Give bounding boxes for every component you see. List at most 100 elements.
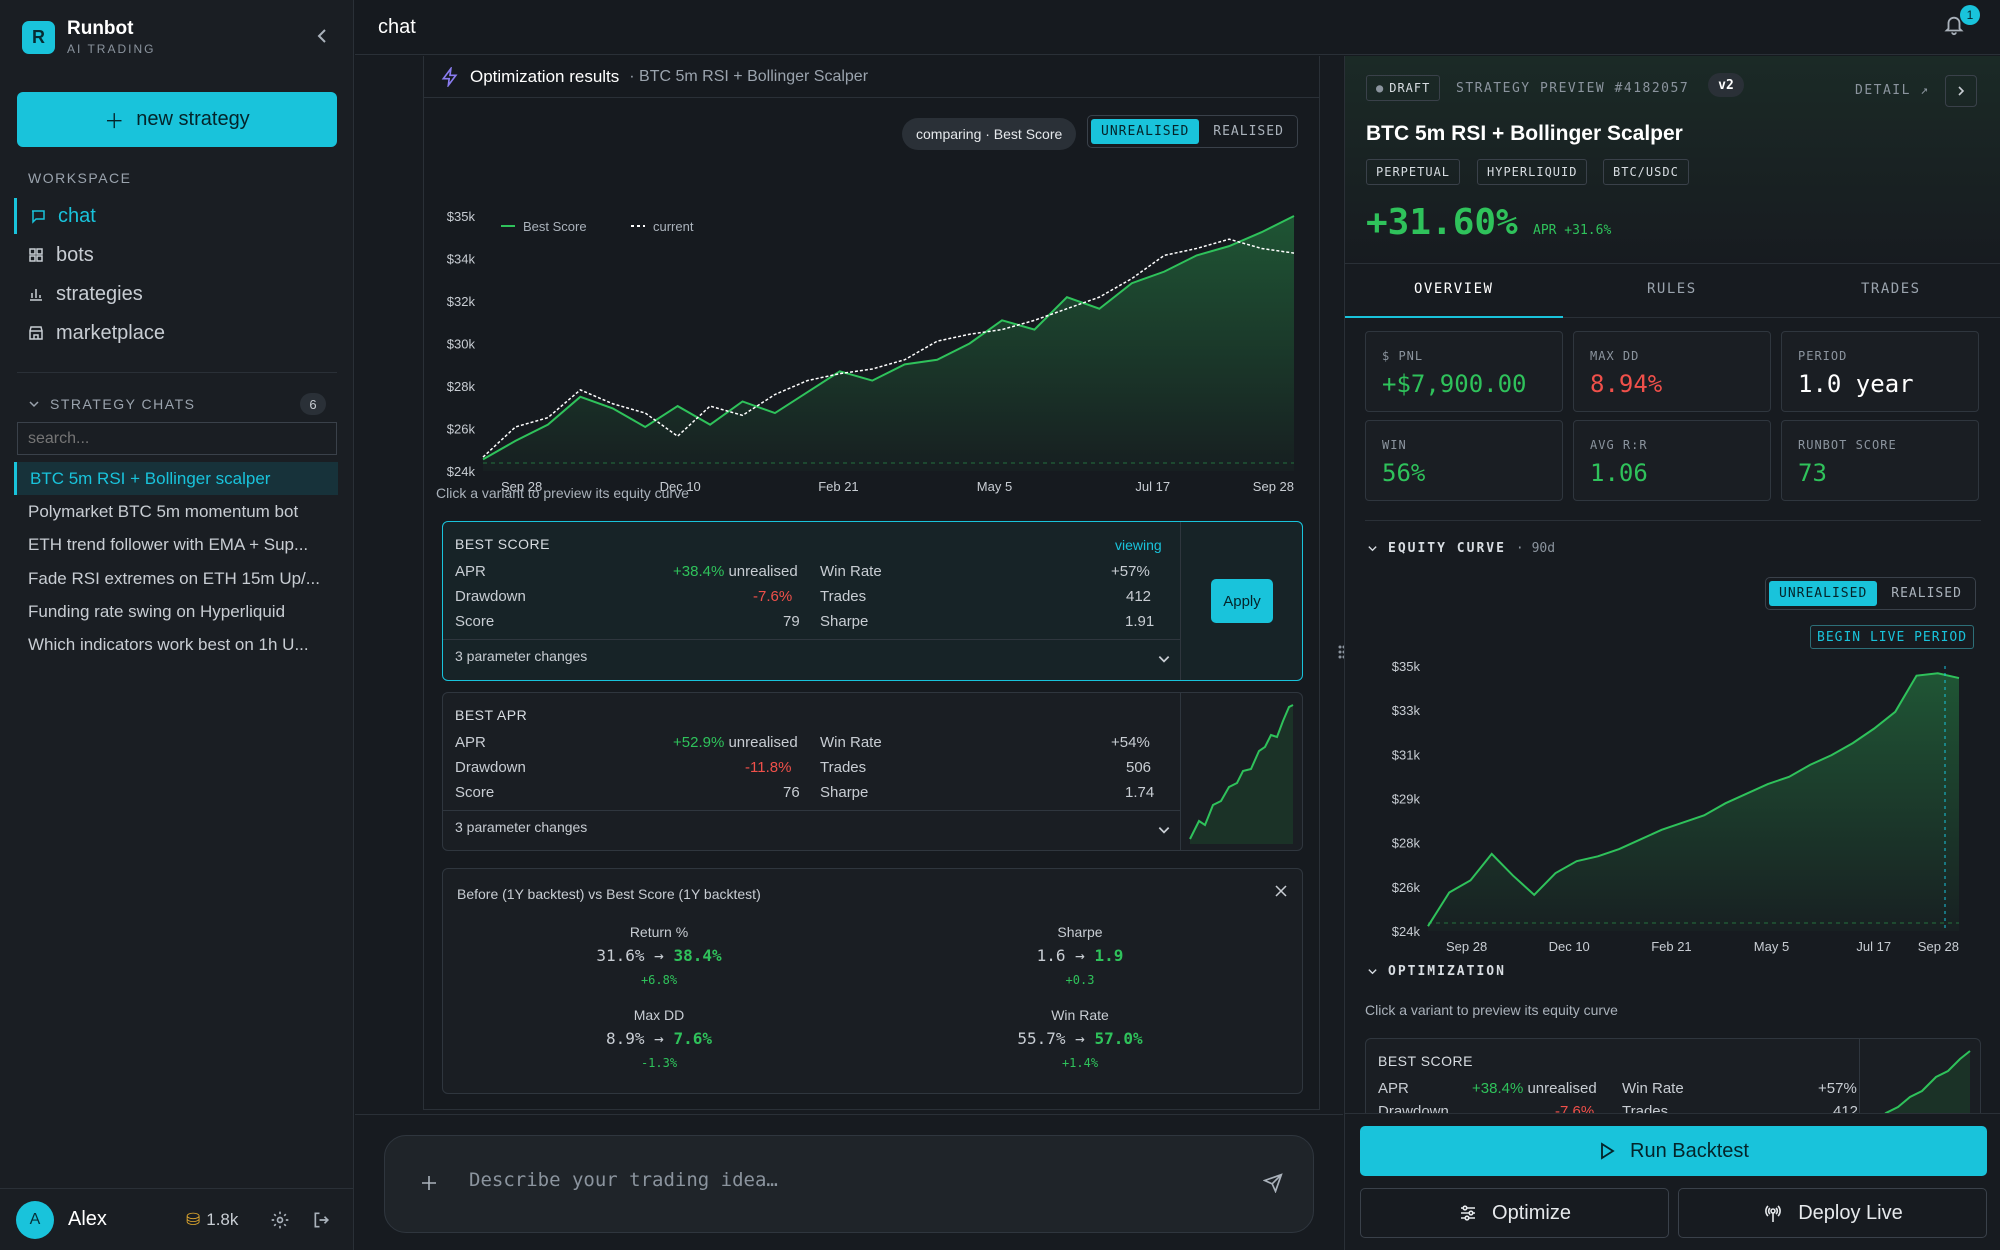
page-title: chat	[378, 16, 416, 38]
collapse-sidebar-icon[interactable]	[310, 24, 334, 48]
stat-label: PERIOD	[1798, 349, 1848, 363]
unrealised-option[interactable]: UNREALISED	[1091, 119, 1200, 144]
action-bar: Run Backtest Optimize Deploy Live	[1345, 1113, 2000, 1250]
chat-item[interactable]: Fade RSI extremes on ETH 15m Up/...	[28, 568, 320, 588]
drawdown-value: -11.8%	[745, 759, 792, 776]
drawdown-label: Drawdown	[455, 759, 526, 776]
chat-item[interactable]: BTC 5m RSI + Bollinger scalper	[14, 462, 338, 495]
avatar[interactable]: A	[16, 1200, 54, 1239]
parameter-changes[interactable]: 3 parameter changes	[455, 648, 588, 664]
stat-runbot-score: RUNBOT SCORE 73	[1781, 420, 1979, 501]
bell-icon[interactable]	[1943, 14, 1965, 36]
chat-item[interactable]: Polymarket BTC 5m momentum bot	[28, 501, 299, 521]
brand: R Runbot AI TRADING	[22, 18, 155, 56]
tab-overview[interactable]: OVERVIEW	[1414, 281, 1494, 297]
credits[interactable]: ⛁ 1.8k	[186, 1210, 238, 1230]
apr-label: APR	[455, 734, 486, 751]
chat-search-input[interactable]	[17, 422, 337, 455]
variant-card-best-score[interactable]: BEST SCORE viewing APR +38.4% unrealised…	[442, 521, 1303, 681]
logout-icon[interactable]	[312, 1210, 332, 1230]
nav-item-strategies[interactable]: strategies	[14, 276, 340, 312]
y-tick-label: $31k	[1392, 747, 1421, 762]
metric-delta: +0.3	[1065, 973, 1095, 987]
metric-delta: +1.4%	[1061, 1056, 1099, 1070]
series-line-current	[482, 238, 1295, 458]
stat-value: +$7,900.00	[1382, 370, 1527, 398]
chevron-down-icon[interactable]	[1157, 823, 1171, 837]
x-tick-label: Feb 21	[1651, 939, 1691, 954]
score-label: Score	[455, 784, 495, 801]
trades-value: 506	[1126, 759, 1152, 776]
metric-after: 57.0%	[1094, 1029, 1143, 1048]
optimize-button[interactable]: Optimize	[1360, 1188, 1669, 1238]
tab-rules[interactable]: RULES	[1647, 281, 1697, 297]
send-icon[interactable]	[1263, 1173, 1283, 1193]
chat-item[interactable]: Which indicators work best on 1h U...	[28, 634, 309, 654]
variant-title: BEST SCORE	[1378, 1053, 1473, 1069]
metric-sharpe: Sharpe 1.6 → 1.9 +0.3	[930, 924, 1230, 987]
preview-equity-chart: $24k $26k $28k $29k $31k $33k $35k Sep 28 Dec 10…	[1392, 659, 1960, 954]
realised-toggle[interactable]: UNREALISED REALISED	[1087, 115, 1298, 148]
apr-label: APR	[1378, 1080, 1409, 1097]
coins-icon: ⛁	[186, 1210, 201, 1229]
divider	[355, 1114, 1343, 1115]
x-tick-label: Jul 17	[1135, 479, 1170, 494]
metric-label: Max DD	[633, 1007, 685, 1023]
variant-card-best-apr[interactable]: BEST APR APR +52.9% unrealised Drawdown …	[442, 692, 1303, 851]
y-tick-label: $35k	[447, 209, 476, 224]
plus-icon[interactable]	[419, 1173, 439, 1193]
unrealised-option[interactable]: UNREALISED	[1769, 581, 1878, 606]
tag-exchange: HYPERLIQUID	[1477, 159, 1588, 185]
metric-delta: +6.8%	[640, 973, 678, 987]
strategy-chats-header[interactable]: STRATEGY CHATS 6	[28, 393, 326, 415]
parameter-changes[interactable]: 3 parameter changes	[455, 819, 588, 835]
x-tick-label: Feb 21	[818, 479, 858, 494]
apply-button[interactable]: Apply	[1211, 579, 1273, 623]
winrate-value: +57%	[1111, 563, 1150, 580]
x-tick-label: Jul 17	[1856, 939, 1891, 954]
close-icon[interactable]	[1273, 883, 1289, 899]
chat-item[interactable]: ETH trend follower with EMA + Sup...	[28, 534, 309, 554]
chat-item[interactable]: Funding rate swing on Hyperliquid	[28, 601, 286, 621]
x-tick-label: Sep 28	[1918, 939, 1959, 954]
stat-win: WIN 56%	[1365, 420, 1563, 501]
comparing-pill: comparing · Best Score	[902, 118, 1077, 150]
run-backtest-label: Run Backtest	[1630, 1139, 1749, 1162]
new-strategy-button[interactable]: ＋ new strategy	[17, 92, 337, 147]
grid-icon	[29, 248, 43, 262]
nav-bots-label: bots	[56, 243, 94, 266]
user-bar: A Alex ⛁ 1.8k	[0, 1188, 354, 1250]
chat-input-placeholder[interactable]: Describe your trading idea…	[469, 1169, 778, 1191]
stat-label: AVG R:R	[1590, 438, 1648, 452]
chat-area: Optimization results · BTC 5m RSI + Boll…	[355, 56, 1343, 1250]
return-value: +31.60%	[1366, 202, 1518, 243]
detail-link[interactable]: DETAIL ↗	[1855, 83, 1930, 98]
stat-label: WIN	[1382, 438, 1407, 452]
app-name: Runbot	[67, 18, 134, 39]
bar-chart-icon	[30, 289, 42, 301]
sparkline-best-apr	[1189, 704, 1294, 844]
chevron-down-icon[interactable]	[1157, 652, 1171, 666]
variant-title: BEST APR	[455, 707, 528, 723]
stat-maxdd: MAX DD 8.94%	[1573, 331, 1771, 412]
next-button[interactable]	[1945, 75, 1977, 107]
optimization-section-header[interactable]: OPTIMIZATION	[1367, 964, 1506, 979]
chat-input[interactable]: Describe your trading idea…	[384, 1135, 1314, 1233]
metric-after: 1.9	[1094, 946, 1124, 965]
gear-icon[interactable]	[270, 1210, 290, 1230]
nav-item-marketplace[interactable]: marketplace	[14, 315, 340, 351]
run-backtest-button[interactable]: Run Backtest	[1360, 1126, 1987, 1176]
preview-realised-toggle[interactable]: UNREALISED REALISED	[1765, 577, 1976, 610]
optimization-title: Optimization results	[470, 66, 620, 86]
equity-curve-header[interactable]: EQUITY CURVE · 90d	[1367, 541, 1555, 556]
viewing-label: viewing	[1115, 537, 1162, 553]
divider	[1180, 693, 1181, 850]
optimization-hint: Click a variant to preview its equity cu…	[1365, 1002, 1618, 1018]
realised-option[interactable]: REALISED	[1213, 124, 1284, 139]
nav-item-bots[interactable]: bots	[14, 237, 340, 273]
deploy-live-button[interactable]: Deploy Live	[1678, 1188, 1987, 1238]
realised-option[interactable]: REALISED	[1891, 586, 1962, 601]
nav-item-chat[interactable]: chat	[14, 198, 340, 234]
tab-trades[interactable]: TRADES	[1861, 281, 1921, 297]
equity-label: EQUITY CURVE	[1388, 541, 1506, 556]
